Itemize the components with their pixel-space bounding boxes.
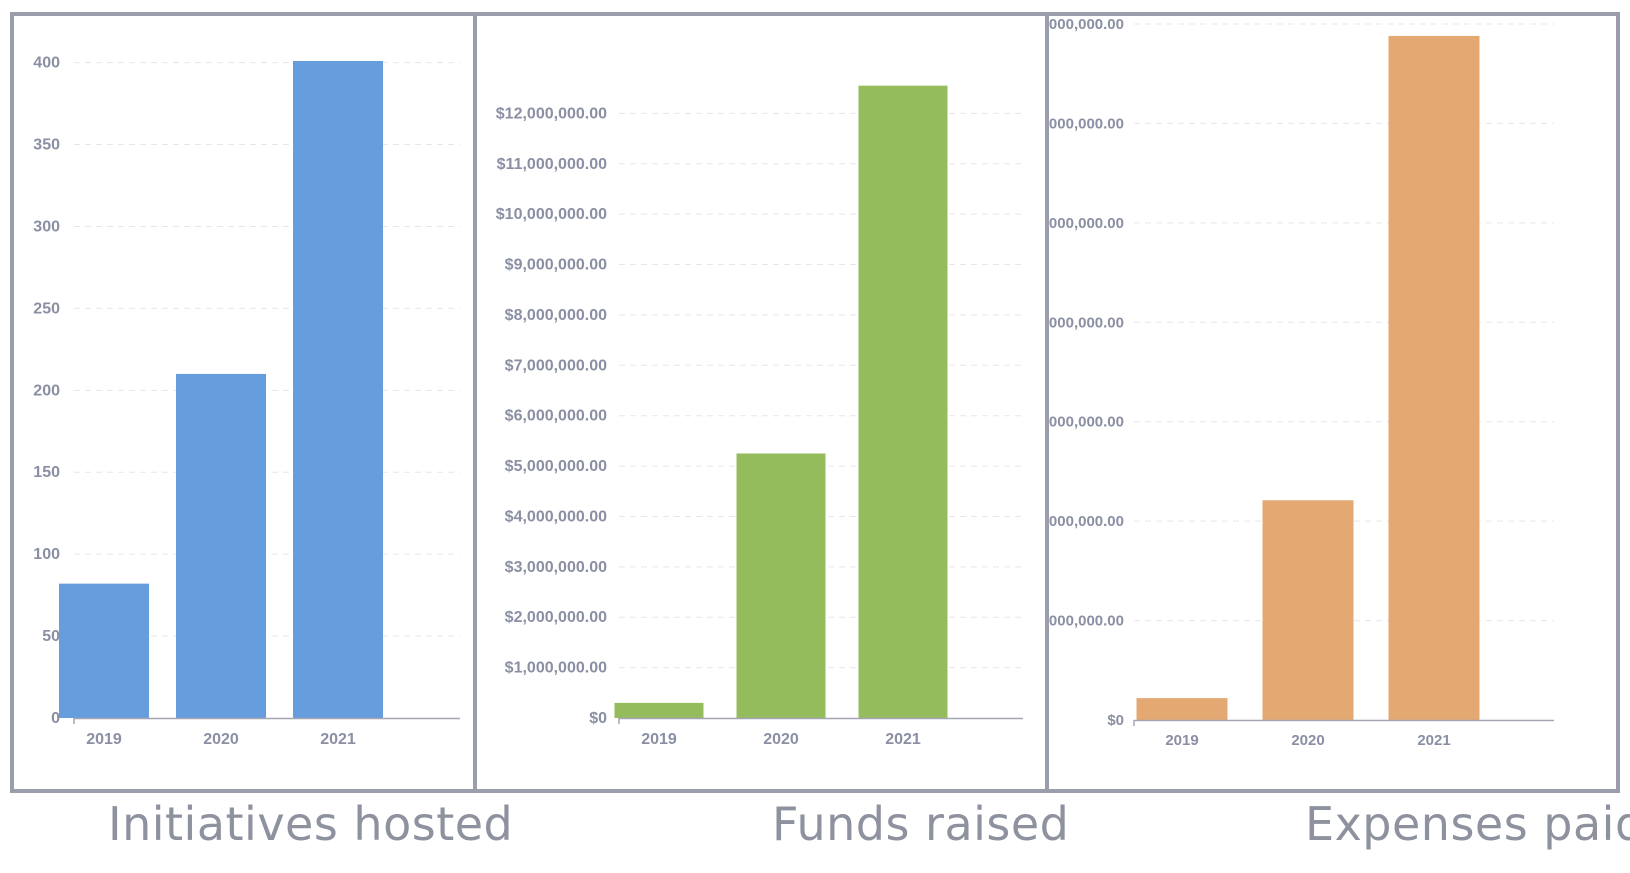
funds-raised-chart: $0 $1,000,000.00 $2,000,000.00 $3,000,000.0… bbox=[496, 85, 1023, 748]
expenses-bar-2020 bbox=[1262, 500, 1354, 720]
expenses-ytick-label: $4,000,000.00 bbox=[1049, 314, 1124, 331]
initiatives-ytick-label: 50 bbox=[42, 628, 60, 645]
funds-bar-2021 bbox=[858, 85, 948, 718]
chart-panel-initiatives: 0 50 100 150 200 250 300 350 400 2019 2020 2021 bbox=[10, 12, 477, 793]
initiatives-ytick-label: 400 bbox=[33, 55, 60, 72]
initiatives-bar-2021 bbox=[293, 61, 383, 718]
funds-ytick-label: $8,000,000.00 bbox=[505, 307, 607, 324]
initiatives-ytick-label: 350 bbox=[33, 137, 60, 154]
funds-ytick-label: $11,000,000.00 bbox=[497, 156, 607, 173]
funds-xtick-label: 2021 bbox=[885, 731, 921, 748]
funds-ytick-label: $0 bbox=[589, 710, 607, 727]
funds-bar-2020 bbox=[736, 453, 826, 718]
initiatives-hosted-caption: Initiatives hosted bbox=[108, 797, 514, 851]
initiatives-bar-2019 bbox=[59, 583, 149, 718]
funds-ytick-label: $1,000,000.00 bbox=[505, 660, 607, 677]
expenses-xtick-label: 2021 bbox=[1417, 732, 1450, 749]
initiatives-xtick-label: 2020 bbox=[203, 731, 239, 748]
initiatives-hosted-chart: 0 50 100 150 200 250 300 350 400 2019 2020 2021 bbox=[33, 55, 460, 748]
funds-ytick-label: $12,000,000.00 bbox=[496, 105, 607, 122]
funds-bar-2019 bbox=[614, 702, 704, 718]
funds-raised-caption: Funds raised bbox=[772, 797, 1070, 851]
funds-ytick-label: $9,000,000.00 bbox=[505, 257, 607, 274]
initiatives-ytick-label: 300 bbox=[33, 218, 60, 235]
expenses-ytick-label: $0 bbox=[1107, 712, 1124, 729]
initiatives-ytick-label: 100 bbox=[33, 546, 60, 563]
initiatives-ytick-label: 250 bbox=[33, 300, 60, 317]
initiatives-ytick-label: 150 bbox=[33, 464, 60, 481]
expenses-ytick-label: $1,000,000.00 bbox=[1049, 613, 1124, 630]
expenses-ytick-label: $5,000,000.00 bbox=[1049, 215, 1124, 232]
funds-ytick-label: $7,000,000.00 bbox=[505, 357, 607, 374]
initiatives-xtick-label: 2019 bbox=[86, 731, 122, 748]
expenses-bar-2021 bbox=[1388, 35, 1480, 721]
funds-ytick-label: $3,000,000.00 bbox=[505, 559, 607, 576]
funds-ytick-label: $2,000,000.00 bbox=[505, 609, 607, 626]
expenses-ytick-label: $3,000,000.00 bbox=[1049, 414, 1124, 431]
initiatives-ytick-label: 200 bbox=[33, 382, 60, 399]
funds-ytick-label: $6,000,000.00 bbox=[505, 408, 607, 425]
expenses-ytick-label: $6,000,000.00 bbox=[1049, 115, 1124, 132]
initiatives-bar-2020 bbox=[176, 373, 266, 718]
funds-ytick-label: $10,000,000.00 bbox=[496, 206, 607, 223]
funds-xtick-label: 2020 bbox=[763, 731, 799, 748]
expenses-ytick-label: $7,000,000.00 bbox=[1049, 16, 1124, 33]
chart-panel-funds: $0 $1,000,000.00 $2,000,000.00 $3,000,000.0… bbox=[473, 12, 1049, 793]
funds-ytick-label: $4,000,000.00 bbox=[505, 508, 607, 525]
initiatives-xtick-label: 2021 bbox=[320, 731, 356, 748]
initiatives-ytick-label: 0 bbox=[51, 710, 60, 727]
expenses-paid-chart: $0 $1,000,000.00 $2,000,000.00 $3,000,000.0… bbox=[1049, 16, 1554, 749]
funds-xtick-label: 2019 bbox=[641, 731, 677, 748]
funds-ytick-label: $5,000,000.00 bbox=[505, 458, 607, 475]
expenses-ytick-label: $2,000,000.00 bbox=[1049, 513, 1124, 530]
chart-panel-expenses: $0 $1,000,000.00 $2,000,000.00 $3,000,000.0… bbox=[1045, 12, 1620, 793]
expenses-paid-caption: Expenses paid bbox=[1305, 797, 1630, 851]
expenses-bar-2019 bbox=[1136, 698, 1228, 720]
expenses-xtick-label: 2019 bbox=[1165, 732, 1198, 749]
expenses-xtick-label: 2020 bbox=[1291, 732, 1324, 749]
